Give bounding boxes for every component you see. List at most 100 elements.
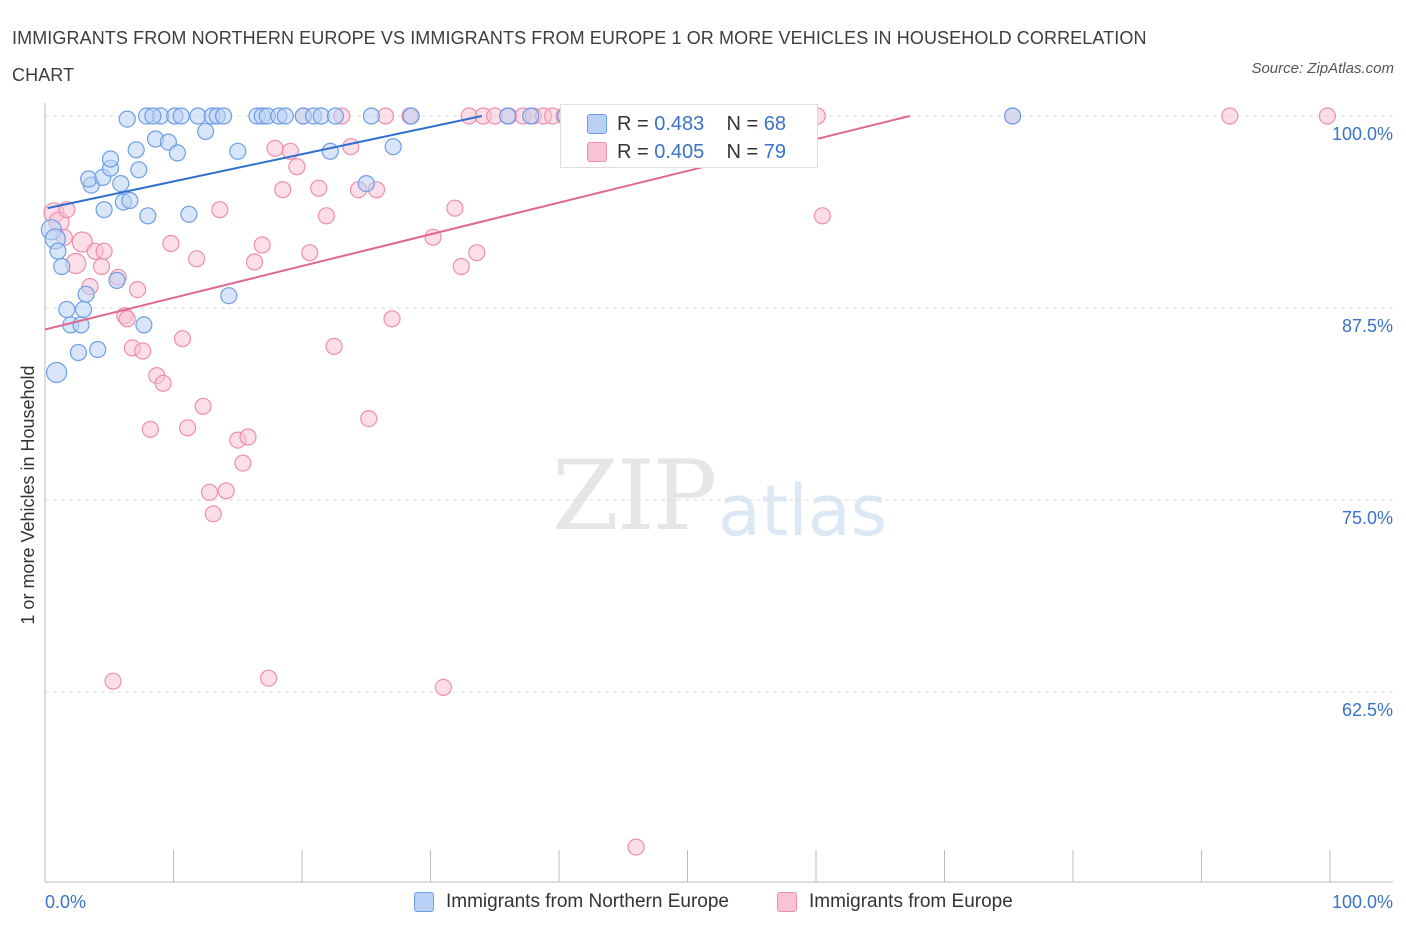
stats-row-europe: R = 0.405 N = 79 xyxy=(587,138,786,166)
northern-europe-point xyxy=(112,175,130,193)
europe-point xyxy=(118,310,136,328)
europe-point xyxy=(200,483,219,501)
northern-europe-point xyxy=(215,107,233,125)
northern-europe-point xyxy=(197,122,215,140)
europe-point xyxy=(260,669,278,687)
chart-title: IMMIGRANTS FROM NORTHERN EUROPE VS IMMIG… xyxy=(12,28,1147,85)
europe-point xyxy=(342,138,360,156)
northern-europe-point xyxy=(130,161,148,179)
europe-point xyxy=(141,420,159,438)
europe-point xyxy=(325,337,343,355)
northern-europe-point xyxy=(101,150,120,168)
r-value: 0.405 xyxy=(654,140,705,163)
stats-row-northern-europe: R = 0.483 N = 68 xyxy=(587,110,786,138)
europe-point xyxy=(813,207,832,225)
europe-point xyxy=(1221,107,1239,125)
northern-europe-point xyxy=(77,285,95,303)
europe-point xyxy=(204,505,222,523)
europe-point xyxy=(217,482,235,500)
y-tick-label: 100.0% xyxy=(1332,124,1393,144)
stats-swatch-blue xyxy=(587,114,607,134)
legend-swatch-pink xyxy=(777,892,797,912)
northern-europe-point xyxy=(144,107,162,125)
stats-text: R = 0.405 N = 79 xyxy=(617,141,786,164)
legend-label-northern-europe: Immigrants from Northern Europe xyxy=(446,891,729,912)
europe-point xyxy=(434,678,452,697)
northern-europe-point xyxy=(362,107,380,125)
northern-europe-point xyxy=(108,271,126,289)
n-label: N = xyxy=(726,140,764,163)
europe-point xyxy=(134,342,152,360)
europe-point xyxy=(452,257,470,276)
northern-europe-point xyxy=(118,110,136,128)
r-label: R = xyxy=(617,112,655,135)
northern-europe-point xyxy=(1003,107,1022,125)
northern-europe-point xyxy=(45,361,68,384)
europe-point xyxy=(446,199,464,217)
northern-europe-point xyxy=(384,138,402,156)
legend-label-europe: Immigrants from Europe xyxy=(809,891,1013,912)
europe-point xyxy=(128,281,147,299)
europe-point xyxy=(239,428,257,446)
europe-point xyxy=(92,257,111,276)
y-tick-label: 87.5% xyxy=(1342,316,1393,336)
stats-swatch-pink xyxy=(587,142,607,162)
europe-point xyxy=(173,330,192,348)
northern-europe-point xyxy=(326,107,344,125)
northern-europe-point xyxy=(53,257,71,276)
northern-europe-point xyxy=(89,340,107,359)
europe-point xyxy=(234,454,252,472)
northern-europe-point xyxy=(139,207,157,225)
r-value: 0.483 xyxy=(654,112,705,135)
europe-point xyxy=(627,838,645,856)
legend-item-europe[interactable]: Immigrants from Europe xyxy=(777,888,1013,916)
northern-europe-point xyxy=(135,316,153,334)
y-tick-label: 75.0% xyxy=(1342,508,1393,528)
northern-europe-point xyxy=(121,191,139,210)
europe-point xyxy=(188,250,206,268)
europe-point xyxy=(468,244,486,262)
northern-europe-point xyxy=(69,343,88,362)
europe-point xyxy=(317,207,335,225)
europe-point xyxy=(154,374,172,392)
northern-europe-point xyxy=(321,142,339,160)
northern-europe-point xyxy=(220,287,238,305)
n-value: 68 xyxy=(763,112,787,135)
europe-point xyxy=(310,179,328,197)
legend-item-northern-europe[interactable]: Immigrants from Northern Europe xyxy=(414,888,729,916)
n-label: N = xyxy=(726,112,764,135)
europe-point xyxy=(253,236,271,254)
northern-europe-point xyxy=(499,107,517,125)
n-value: 79 xyxy=(763,140,787,163)
northern-europe-point xyxy=(80,170,98,188)
northern-europe-point xyxy=(522,107,540,125)
stats-legend: R = 0.483 N = 68 R = 0.405 N = 79 xyxy=(560,104,818,168)
legend-swatch-blue xyxy=(414,892,434,912)
y-tick-label: 62.5% xyxy=(1342,700,1393,720)
europe-point xyxy=(104,672,122,690)
europe-point xyxy=(266,139,284,157)
northern-europe-point xyxy=(357,175,375,193)
source-label: Source: ZipAtlas.com xyxy=(1251,60,1394,77)
northern-europe-point xyxy=(172,107,190,125)
europe-point xyxy=(211,201,229,219)
northern-europe-point xyxy=(189,107,207,125)
northern-europe-point xyxy=(229,142,247,160)
europe-point xyxy=(383,310,401,328)
northern-europe-point xyxy=(95,201,113,219)
northern-europe-point xyxy=(49,242,67,260)
r-label: R = xyxy=(617,140,655,163)
watermark-atlas: atlas xyxy=(718,470,888,552)
bottom-legend: Immigrants from Northern Europe Immigran… xyxy=(0,888,1406,916)
y-axis-label: 1 or more Vehicles in Household xyxy=(18,365,38,624)
northern-europe-point xyxy=(58,300,76,319)
northern-europe-point xyxy=(180,205,198,223)
northern-europe-point xyxy=(168,144,186,162)
x-tick-label: 0.0% xyxy=(45,892,86,912)
europe-point xyxy=(162,234,180,253)
northern-europe-point xyxy=(276,107,294,125)
europe-point xyxy=(95,242,113,260)
europe-point xyxy=(274,181,292,199)
europe-point xyxy=(288,158,306,176)
europe-point xyxy=(194,397,212,415)
